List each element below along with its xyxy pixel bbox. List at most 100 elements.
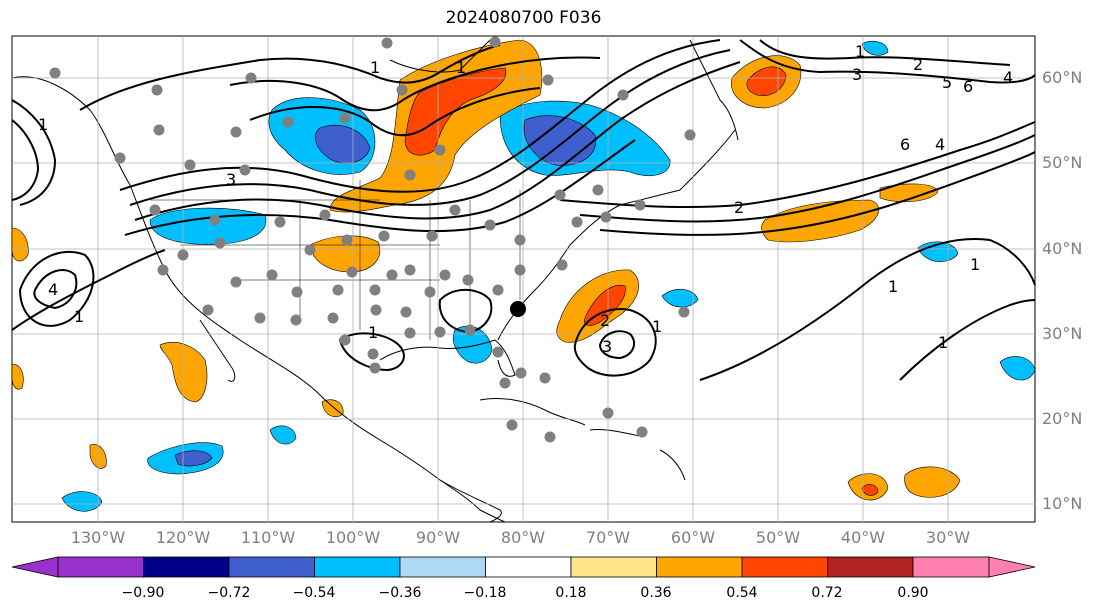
lon-label: 110°W [240,528,296,547]
contour-west-1 [11,99,57,206]
station-dot [571,216,583,228]
contour-low-west [18,250,95,327]
contour-jet-3 [134,61,741,221]
central-america [439,479,506,523]
positive-area-mexico [321,399,344,417]
negative-core-north-central [314,124,371,164]
lon-label: 120°W [155,528,211,547]
station-dot [209,214,221,226]
colorbar-segment [314,556,401,578]
lon-label: 90°W [415,528,461,547]
negative-core-pacific [174,450,213,467]
colorbar-segment [399,556,486,578]
station-dot [506,419,518,431]
station-dot [184,159,196,171]
map-title: 2024080700 F036 [445,8,602,28]
station-dot [290,314,302,326]
station-dot [346,266,358,278]
contour-east-atlantic [899,299,1036,381]
lon-label: 100°W [325,528,381,547]
station-dot [274,216,286,228]
colorbar-segment [485,556,572,578]
lat-label: 10°N [1042,494,1083,513]
negative-area-baja [61,491,103,512]
colorbar-segment [741,556,828,578]
station-dot [542,74,554,86]
contour-label: 3 [852,65,862,84]
contour-label: 1 [652,317,662,336]
contour-label: 4 [48,280,58,299]
colorbar-segment [656,556,743,578]
station-dot [489,36,501,48]
contour-label: 2 [913,55,923,74]
contour-storm-2 [598,330,636,360]
station-dot [254,312,266,324]
colorbar-tick: 0.18 [555,585,587,601]
north-america-coast [11,76,502,523]
contour-label: 1 [938,333,948,352]
contour-west-2 [11,119,40,201]
station-dot [332,284,344,296]
colorbar-tick: 0.90 [897,585,929,601]
station-dot [600,211,612,223]
station-dot [554,189,566,201]
station-dot [434,326,446,338]
contour-label: 2 [734,198,744,217]
contour-atlantic-3 [599,151,1036,236]
contour-texas-low [338,332,405,372]
negative-area-west [149,207,267,245]
contour-lines [11,39,1036,381]
colorbar-extend-high [988,556,1036,578]
station-dot [381,37,393,49]
contour-label: 1 [370,58,380,77]
colorbar-tick: −0.72 [207,585,251,601]
negative-area-atlantic-1 [661,288,699,308]
lat-label: 60°N [1042,68,1083,87]
shaded-anomalies [11,39,1036,512]
negative-area-caribbean [269,425,297,445]
negative-area-atlantic-3 [999,356,1036,381]
negative-area-north-atlantic [861,40,889,56]
station-dot [386,269,398,281]
contour-low-west-inner [33,269,78,310]
colorbar-segment [228,556,315,578]
lon-label: 60°W [670,528,716,547]
station-dot [439,269,451,281]
contour-label: 3 [226,170,236,189]
positive-area-east-pacific [159,341,208,403]
map-frame [11,35,1036,523]
colorbar [11,556,1036,578]
contour-label: 5 [942,73,952,92]
station-dot [114,152,126,164]
station-dot [245,72,257,84]
highlighted-station [510,301,526,317]
cuba [479,397,586,426]
contour-label: 4 [1003,68,1013,87]
positive-area-east-atlantic-2 [904,466,961,498]
station-dot [617,89,629,101]
positive-area-mid-atlantic-1 [761,199,879,243]
station-dot [339,334,351,346]
contour-label: 1 [368,323,378,342]
contour-north-2 [229,56,601,112]
lon-label: 80°W [500,528,546,547]
station-dot [149,204,161,216]
contour-north-3 [249,87,541,137]
station-dot [49,67,61,79]
colorbar-tick: −0.54 [292,585,336,601]
coastlines [11,39,739,523]
station-dot [404,264,416,276]
station-dot [404,327,416,339]
station-dot [230,126,242,138]
positive-area-west-edge [11,227,29,262]
station-dot [514,234,526,246]
lon-label: 30°W [925,528,971,547]
colorbar-tick: 0.72 [811,585,843,601]
contour-label: 1 [456,58,466,77]
station-dot [239,164,251,176]
contour-label: 1 [74,307,84,326]
station-dot [462,274,474,286]
station-dot [426,230,438,242]
contour-north-atlantic-2 [759,39,1011,66]
